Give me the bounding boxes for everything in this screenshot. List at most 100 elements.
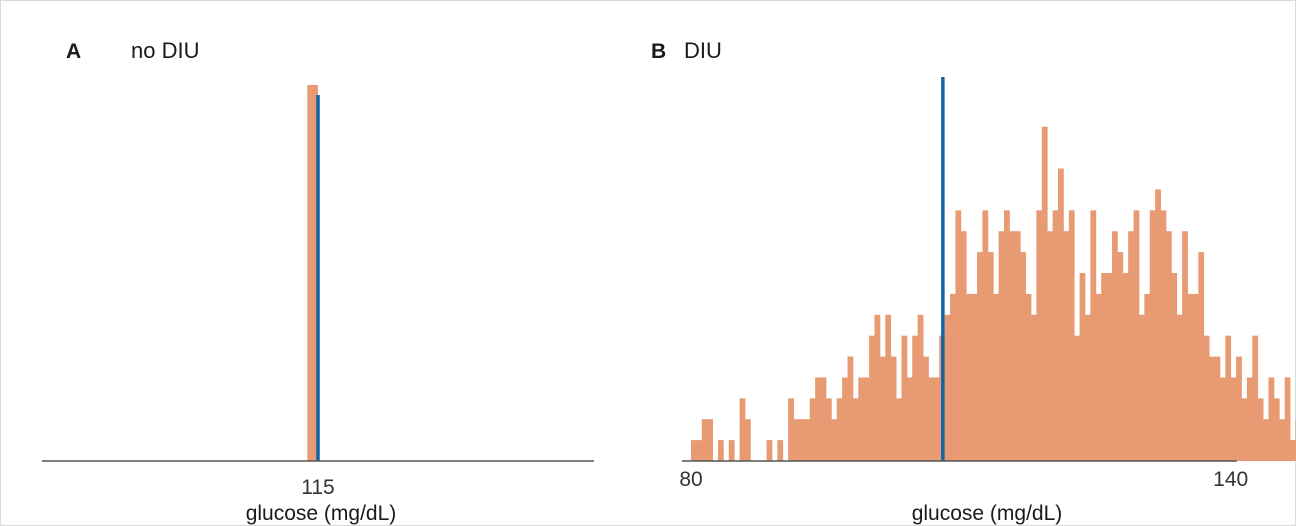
histogram-bar bbox=[1041, 126, 1048, 462]
histogram-bar bbox=[847, 356, 854, 461]
histogram-bar bbox=[971, 293, 978, 461]
histogram-bar bbox=[793, 419, 800, 461]
histogram-bar bbox=[1273, 398, 1280, 461]
histogram-bar bbox=[1241, 398, 1248, 461]
histogram-bar bbox=[933, 377, 940, 461]
histogram-bar bbox=[982, 210, 989, 461]
x-tick-label: 140 bbox=[1213, 468, 1248, 491]
histogram-bar bbox=[820, 377, 827, 461]
histogram-bar bbox=[1230, 377, 1237, 461]
histogram-bar bbox=[831, 419, 838, 461]
histogram-bar bbox=[1090, 210, 1097, 461]
histogram-bar bbox=[1209, 356, 1215, 461]
panel-title: no DIU bbox=[131, 38, 199, 63]
histogram-bar bbox=[1225, 335, 1232, 461]
x-tick-label: 115 bbox=[301, 476, 334, 499]
histogram-bar bbox=[1084, 314, 1091, 461]
histogram-bar bbox=[1009, 231, 1016, 461]
histogram-bar bbox=[798, 419, 805, 461]
histogram-bar bbox=[852, 398, 859, 461]
histogram-bar bbox=[728, 440, 735, 461]
histogram-bar bbox=[1036, 210, 1043, 461]
histogram-bar bbox=[788, 398, 794, 461]
histogram-bar bbox=[944, 314, 951, 461]
histogram-bar bbox=[858, 377, 865, 461]
histogram-bar bbox=[1052, 210, 1059, 461]
histogram-bar bbox=[1246, 377, 1253, 461]
histogram-bar bbox=[690, 440, 697, 461]
histogram-bar bbox=[917, 314, 924, 461]
bars bbox=[690, 77, 1296, 462]
histogram-bar bbox=[950, 293, 956, 461]
histogram-bar bbox=[1128, 231, 1134, 461]
histogram-bar bbox=[1063, 231, 1070, 461]
histogram-bar bbox=[928, 377, 935, 461]
histogram-bar bbox=[836, 398, 843, 461]
histogram-bar bbox=[869, 335, 875, 461]
histogram-bar bbox=[1106, 273, 1113, 461]
histogram-bar bbox=[1252, 335, 1259, 461]
histogram-bar bbox=[1031, 314, 1037, 461]
histogram-bar bbox=[960, 231, 967, 461]
histogram-bar bbox=[815, 377, 821, 461]
histogram-bar bbox=[842, 377, 848, 461]
histogram-bar bbox=[696, 440, 703, 461]
x-axis-label: glucose (mg/dL) bbox=[246, 502, 397, 525]
histogram-bar bbox=[1144, 293, 1151, 461]
histogram-bar bbox=[879, 356, 886, 461]
histogram-bar bbox=[1101, 273, 1107, 461]
histogram-bar bbox=[1192, 293, 1199, 461]
histogram-bar bbox=[804, 419, 811, 461]
histogram-bar bbox=[1290, 440, 1296, 461]
histogram-bar bbox=[1160, 210, 1167, 461]
histogram-bar bbox=[1095, 293, 1102, 461]
histogram-bar bbox=[1004, 210, 1010, 461]
histogram-bar bbox=[717, 440, 724, 461]
histogram-bar bbox=[863, 377, 870, 461]
panel-b: B DIU 80 140 glucose (mg/dL) bbox=[651, 38, 1296, 525]
histogram-bar bbox=[1263, 419, 1269, 461]
histogram-bar bbox=[1182, 231, 1188, 461]
histogram-bar bbox=[1057, 168, 1064, 462]
histogram-bar bbox=[1176, 314, 1183, 461]
histogram-bar bbox=[744, 419, 751, 461]
histogram-bar bbox=[955, 210, 962, 461]
histogram-bar bbox=[1068, 210, 1075, 461]
histogram-bar bbox=[707, 419, 713, 461]
histogram-bar bbox=[1014, 231, 1021, 461]
histogram-bar bbox=[701, 419, 708, 461]
histogram-bar bbox=[923, 356, 929, 461]
histogram-bar bbox=[1122, 273, 1129, 461]
x-axis-label: glucose (mg/dL) bbox=[912, 502, 1063, 525]
histogram-bar bbox=[1203, 335, 1210, 461]
panel-letter: A bbox=[66, 40, 81, 63]
histogram-bar bbox=[1133, 210, 1140, 461]
histogram-bar bbox=[307, 85, 318, 461]
histogram-bar bbox=[896, 398, 902, 461]
x-tick-label: 80 bbox=[679, 468, 702, 491]
histogram-bar bbox=[809, 398, 816, 461]
histogram-bar bbox=[890, 356, 897, 461]
histogram-bar bbox=[1171, 273, 1178, 461]
histogram-bar bbox=[1187, 293, 1194, 461]
histogram-bar bbox=[901, 335, 908, 461]
histogram-bar bbox=[1074, 335, 1080, 461]
x-ticks: 80 140 bbox=[679, 468, 1248, 491]
histogram-bar bbox=[998, 231, 1005, 461]
panel-a: A no DIU 115 glucose (mg/dL) bbox=[42, 38, 594, 525]
histogram-bar bbox=[1279, 419, 1286, 461]
histogram-bar bbox=[987, 252, 994, 461]
histogram-bar bbox=[1117, 252, 1124, 461]
histogram-bar bbox=[1155, 189, 1161, 461]
histogram-bar bbox=[1198, 252, 1205, 461]
histogram-bar bbox=[885, 314, 892, 461]
histogram-bar bbox=[1020, 252, 1027, 461]
histogram-bar bbox=[825, 398, 832, 461]
histogram-bar bbox=[1079, 273, 1086, 461]
histogram-bar bbox=[1284, 377, 1291, 461]
histogram-bar bbox=[1214, 356, 1221, 461]
histogram-bar bbox=[1257, 398, 1264, 461]
histogram-bar bbox=[1149, 210, 1156, 461]
histogram-bar bbox=[1025, 293, 1032, 461]
